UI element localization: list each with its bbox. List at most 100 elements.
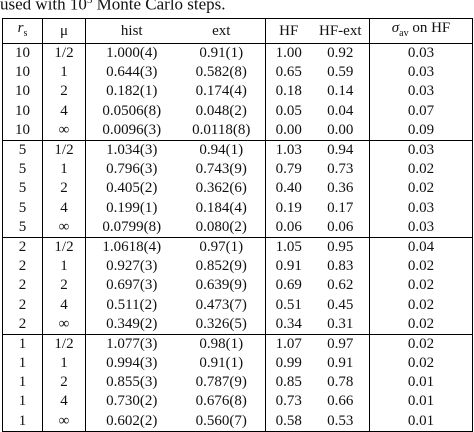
table-cell: 0.0506(8) [102,102,162,119]
table-cell: 1/2 [42,333,86,354]
table-cell: 1 [42,257,86,277]
table-cell: 5 [2,179,43,199]
table-row: 1 1 0.994(3) 0.91(1) 0.99 0.91 0.02 [2,354,473,374]
table-cell: 0.02 [407,180,435,197]
table-cell: 1.077(3) [85,333,178,354]
table-row: 10 1/2 1.000(4) 0.91(1) 1.00 0.92 0.03 [2,43,473,64]
table-row: 10 1 0.644(3) 0.582(8) 0.65 0.59 0.03 [2,63,473,83]
table-cell: 0.40 [275,180,302,197]
table-row: 10 ∞ 0.0096(3) 0.0118(8) 0.00 0.00 0.09 [2,120,473,141]
table-cell: 0.92 [311,43,370,64]
table-cell: 2 [2,314,43,335]
table-cell: 0.0096(3) [102,121,162,138]
results-table: rs μ hist ext HF HF-ext σav on HF 10 1/2 1.000(4… [2,18,473,432]
table-cell: 0.927(3) [106,258,158,275]
table-cell: 2 [42,179,86,199]
table-cell: 0.182(1) [106,83,158,100]
table-cell: 5 [2,198,43,218]
table-cell: 0.0799(8) [102,218,162,235]
table-cell: 0.91 [275,258,302,275]
table-cell: 0.199(1) [106,199,158,216]
header-text: HF [279,22,299,39]
table-row: 5 4 0.199(1) 0.184(4) 0.19 0.17 0.03 [2,198,473,218]
table-cell: 1 [2,333,43,354]
table-cell: 1.07 [265,333,312,354]
caption-rest: Monte Carlo steps. [92,0,226,14]
table-cell: 0.03 [407,218,435,235]
table-cell: 0.59 [311,63,370,83]
table-row: 2 2 0.697(3) 0.639(9) 0.69 0.62 0.02 [2,276,473,296]
caption-sup: 5 [86,0,93,6]
table-cell: 1.03 [265,139,312,161]
table-row: 5 1/2 1.034(3) 0.94(1) 1.03 0.94 0.03 [2,139,473,161]
table-cell: 0.02 [407,161,435,178]
header-main: σ [391,20,400,36]
header-cell: HF [265,18,312,44]
table-row: 1 1/2 1.077(3) 0.98(1) 1.07 0.97 0.02 [2,333,473,354]
table-cell: 0.02 [407,277,435,294]
table-cell: 2 [2,295,43,315]
table-cell: 0.97(1) [177,236,266,258]
table-cell: 0.676(8) [177,392,266,412]
table-cell: 0.03 [407,199,435,216]
table-cell: 1/2 [42,43,86,64]
table-cell: 0.02 [369,333,473,354]
table-cell: 0.94 [311,139,370,161]
table-cell: 0.03 [407,83,435,100]
table-row: 2 1/2 1.0618(4) 0.97(1) 1.05 0.95 0.04 [2,236,473,258]
table-cell: 0.07 [407,102,435,119]
table-cell: 0.01 [407,374,435,391]
table-cell: 0.730(2) [106,393,158,410]
table-cell: 1.034(3) [85,139,178,161]
table-cell: 0.85 [275,374,302,391]
table-cell: 0.31 [311,314,370,335]
table-cell: 0.02 [407,355,435,372]
table-cell: 0.04 [369,236,473,258]
table-cell: 0.080(2) [177,217,266,238]
table-cell: 0.560(7) [177,411,266,432]
table-cell: 0.326(5) [177,314,266,335]
table-cell: 0.94(1) [177,139,266,161]
table-row: 5 2 0.405(2) 0.362(6) 0.40 0.36 0.02 [2,179,473,199]
table-cell: 4 [42,198,86,218]
header-cell: μ [42,18,86,44]
table-cell: 0.743(9) [177,160,266,180]
table-cell: 0.06 [275,218,302,235]
table-cell: 0.362(6) [177,179,266,199]
table-cell: 1 [2,392,43,412]
table-cell: 0.02 [407,258,435,275]
table-cell: 0.18 [275,83,302,100]
table-cell: 0.51 [275,296,302,313]
table-cell: 0.34 [275,315,302,332]
header-sub: s [23,28,28,39]
table-cell: 0.644(3) [106,64,158,81]
table-row: 1 ∞ 0.602(2) 0.560(7) 0.58 0.53 0.01 [2,411,473,432]
table-cell: 4 [42,392,86,412]
table-cell: 0.02 [407,315,435,332]
table-cell: 0.03 [407,45,435,62]
table-cell: 0.0118(8) [177,120,266,141]
table-cell: 1.05 [265,236,312,258]
table-cell: 0.855(3) [106,374,158,391]
table-cell: 0.697(3) [106,277,158,294]
header-sub: av [399,28,409,39]
table-cell: 0.02 [407,296,435,313]
table-cell: 0.97 [311,333,370,354]
table-row: 2 ∞ 0.349(2) 0.326(5) 0.34 0.31 0.02 [2,314,473,335]
table-cell: 0.69 [275,277,302,294]
table-cell: 0.79 [275,161,302,178]
table-cell: 2 [42,276,86,296]
table-cell: 0.58 [265,411,312,432]
table-cell: 0.99 [275,355,302,372]
header-cell: ext [177,18,266,44]
table-cell: 0.73 [275,393,302,410]
table-cell: 0.787(9) [177,373,266,393]
table-cell: 0.83 [311,257,370,277]
header-text: HF-ext [319,22,362,39]
table-cell: 0.98(1) [177,333,266,354]
table-cell: 0.582(8) [177,63,266,83]
table-cell: 0.95 [311,236,370,258]
table-cell: ∞ [42,314,86,335]
table-cell: 0.184(4) [177,198,266,218]
table-cell: ∞ [42,120,86,141]
